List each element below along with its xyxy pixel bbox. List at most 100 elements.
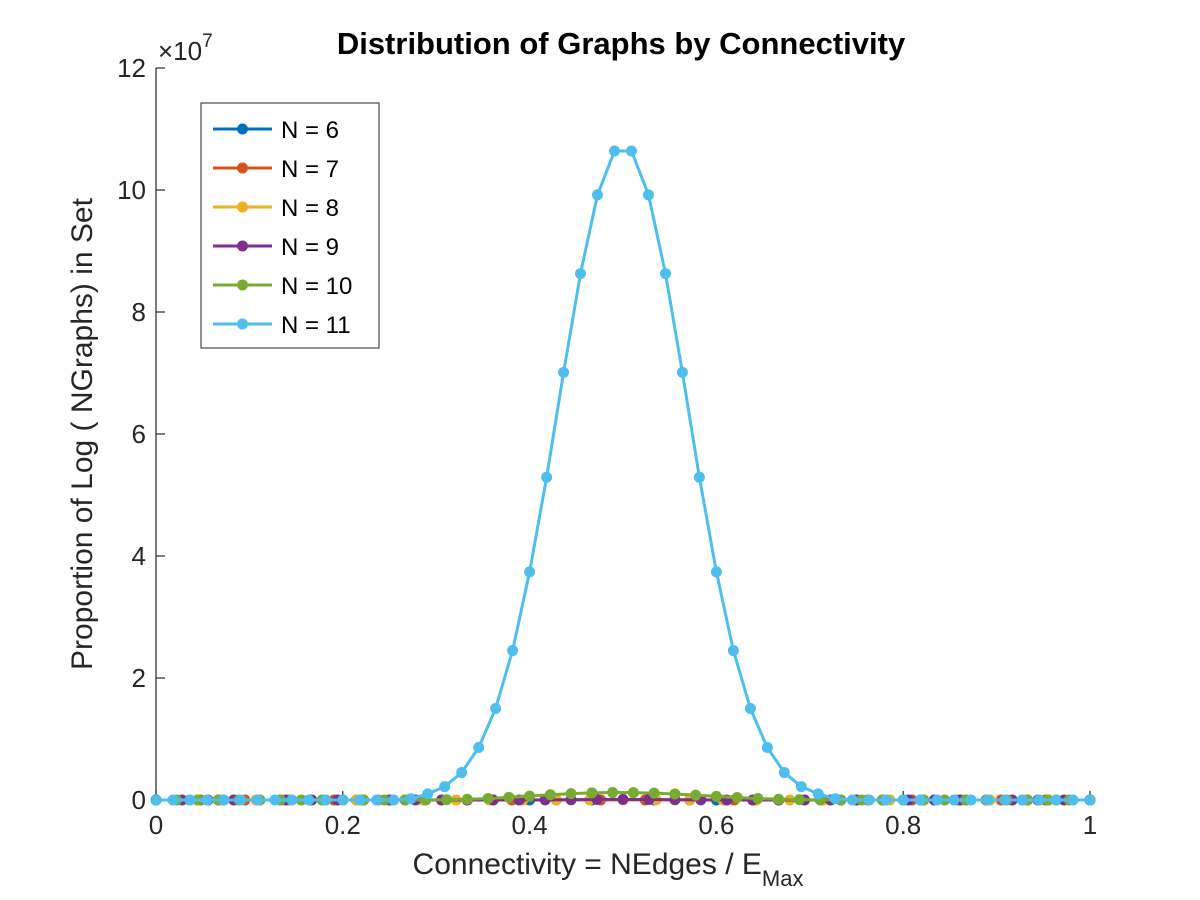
legend-entry: N = 9 [213,234,339,261]
data-point [690,789,702,801]
data-point [167,794,179,806]
data-point [648,787,660,799]
legend-label: N = 10 [281,273,352,300]
legend-entry: N = 11 [213,312,351,339]
data-point [812,788,824,800]
data-point [541,471,553,483]
legend-entry: N = 7 [213,156,339,183]
y-tick-label: 12 [117,53,146,83]
y-tick-label: 2 [132,663,146,693]
data-point [710,566,722,578]
legend-entry: N = 6 [213,117,339,144]
legend-entry: N = 10 [213,273,352,300]
data-point [371,794,383,806]
data-point [617,793,629,805]
data-point [880,794,892,806]
data-point [503,791,515,803]
data-point [150,794,162,806]
data-point [660,268,671,280]
data-point [609,145,620,157]
data-point [592,189,603,201]
data-point [558,366,570,378]
data-point [778,767,790,779]
y-exponent-power: 7 [202,31,213,52]
data-point [439,781,451,793]
legend-marker [237,162,248,174]
data-point [422,788,434,800]
svg-text:×107: ×107 [158,31,213,66]
data-point [669,788,681,800]
data-point [235,794,247,806]
data-point [490,703,502,714]
data-point [643,189,654,201]
data-point [727,645,739,657]
legend-entry: N = 8 [213,195,339,222]
series-6 [150,145,1096,806]
data-point [473,742,485,754]
data-point [544,789,556,801]
data-point [524,566,536,578]
data-point [218,794,230,806]
data-point [773,793,785,805]
legend-marker [237,318,248,330]
x-axis-label: Connectivity = NEdges / EMax [413,848,804,891]
data-point [320,794,332,806]
data-point [897,794,909,806]
x-tick-label: 1 [1083,810,1097,840]
data-point [965,794,977,806]
data-point [752,793,764,805]
data-point [388,794,400,806]
data-point [286,794,298,806]
data-point [948,794,960,806]
data-point [201,794,213,806]
chart-title: Distribution of Graphs by Connectivity [337,26,906,61]
legend-marker [237,201,248,213]
data-point [303,794,315,806]
data-point [693,471,705,483]
x-tick-label: 0 [149,810,163,840]
data-point [252,794,264,806]
data-point [744,703,756,714]
x-tick-group: 0 0.2 0.4 0.6 0.8 1 [149,791,1097,840]
data-point [461,793,473,805]
y-exponent-label: ×107 [158,31,213,66]
series-group [150,145,1096,806]
data-point [829,793,841,805]
legend-label: N = 6 [281,117,339,144]
data-point [575,268,586,280]
y-tick-group: 0 2 4 6 8 10 12 [117,53,165,815]
legend-label: N = 11 [281,312,351,339]
data-point [607,787,619,799]
y-axis-label: Proportion of Log ( NGraphs) in Set [66,197,99,670]
x-axis-label-subscript: Max [762,866,804,891]
data-point [731,792,743,804]
data-point [914,794,926,806]
data-point [1084,794,1096,806]
y-tick-label: 10 [117,175,146,205]
legend-marker [237,279,248,291]
data-point [982,794,994,806]
data-point [405,793,417,805]
legend: N = 6 N = 7 N = 8 N = 9 N = 10 N = 11 [200,102,380,349]
data-point [1033,794,1045,806]
data-point [999,794,1011,806]
data-point [1016,794,1028,806]
data-point [184,794,196,806]
y-exponent-base: ×10 [158,36,202,66]
x-tick-label: 0.4 [512,810,548,840]
data-point [931,794,943,806]
data-point [482,792,494,804]
data-point [565,788,577,800]
x-tick-label: 0.2 [325,810,361,840]
data-point [269,794,281,806]
data-point [456,767,468,779]
legend-marker [237,123,248,135]
legend-label: N = 8 [281,195,339,222]
legend-box [200,102,380,349]
data-point [626,145,637,157]
data-point [337,794,349,806]
data-point [710,790,722,802]
y-tick-label: 4 [132,541,146,571]
data-point [1067,794,1079,806]
